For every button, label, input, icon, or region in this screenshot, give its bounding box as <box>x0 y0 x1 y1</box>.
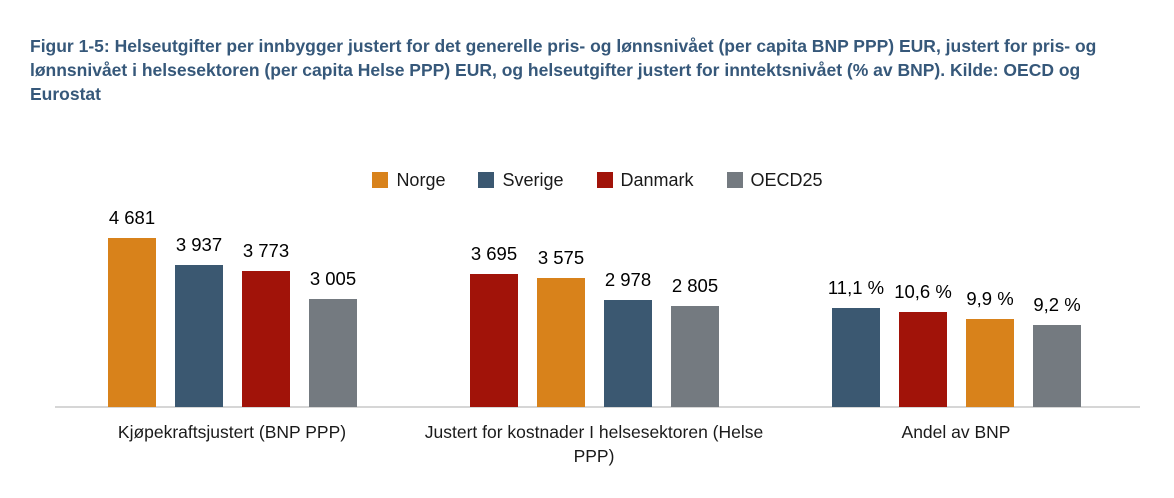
bar-value-label: 9,2 % <box>1033 294 1081 315</box>
bar-norge <box>108 238 156 407</box>
chart-legend: Norge Sverige Danmark OECD25 <box>55 169 1140 191</box>
legend-swatch-icon <box>726 172 743 188</box>
bar-value-label: 11,1 % <box>827 277 885 298</box>
category-label-2: Justert for kostnader I helsesektoren (H… <box>424 422 764 466</box>
bar-group-3: 11,1 % 10,6 % 9,9 % 9,2 % <box>828 278 1081 407</box>
legend-label: Danmark <box>620 169 694 190</box>
legend-item-sverige: Sverige <box>478 169 564 191</box>
bar-sverige <box>604 300 652 407</box>
legend-label: Norge <box>396 169 446 190</box>
bar-value-label: 3 575 <box>537 247 585 268</box>
bar-wrap-danmark: 3 773 <box>242 241 290 407</box>
bar-wrap-sverige: 11,1 % <box>828 278 884 407</box>
bar-wrap-norge: 4 681 <box>108 208 156 407</box>
legend-swatch-icon <box>478 172 495 188</box>
legend-swatch-icon <box>596 172 613 188</box>
bar-wrap-danmark: 10,6 % <box>894 282 952 407</box>
bar-wrap-norge: 3 575 <box>537 248 585 407</box>
bar-oecd25 <box>309 299 357 407</box>
bar-value-label: 2 978 <box>604 269 652 290</box>
bar-danmark <box>899 312 947 407</box>
bar-oecd25 <box>671 306 719 407</box>
bar-value-label: 2 805 <box>671 275 719 296</box>
bar-sverige <box>832 308 880 407</box>
bar-wrap-danmark: 3 695 <box>470 244 518 407</box>
bar-norge <box>537 278 585 407</box>
x-axis-baseline <box>55 406 1140 408</box>
bar-value-label: 3 937 <box>175 234 223 255</box>
bar-group-2: 3 695 3 575 2 978 2 805 <box>470 244 719 407</box>
legend-label: OECD25 <box>750 169 823 190</box>
bar-wrap-sverige: 2 978 <box>604 270 652 407</box>
bar-danmark <box>470 274 518 407</box>
bar-value-label: 3 005 <box>309 268 357 289</box>
legend-label: Sverige <box>502 169 564 190</box>
bar-value-label: 10,6 % <box>894 281 952 302</box>
bar-group-1: 4 681 3 937 3 773 3 005 <box>108 208 357 407</box>
figure-title: Figur 1-5: Helseutgifter per innbygger j… <box>30 36 1097 104</box>
bar-wrap-norge: 9,9 % <box>966 289 1014 407</box>
bar-oecd25 <box>1033 325 1081 407</box>
plot-area: 4 681 3 937 3 773 3 005 3 695 3 575 2 978 2 805… <box>0 187 1174 408</box>
bar-value-label: 3 695 <box>470 243 518 264</box>
category-label-3: Andel av BNP <box>901 422 1011 442</box>
bar-wrap-oecd25: 3 005 <box>309 269 357 407</box>
bar-wrap-sverige: 3 937 <box>175 235 223 407</box>
bar-danmark <box>242 271 290 407</box>
bar-value-label: 9,9 % <box>966 288 1014 309</box>
bar-value-label: 4 681 <box>108 207 156 228</box>
bar-wrap-oecd25: 9,2 % <box>1033 295 1081 407</box>
bar-norge <box>966 319 1014 407</box>
category-label-1: Kjøpekraftsjustert (BNP PPP) <box>117 422 347 442</box>
bar-wrap-oecd25: 2 805 <box>671 276 719 407</box>
legend-item-oecd25: OECD25 <box>726 169 823 191</box>
bar-sverige <box>175 265 223 407</box>
bar-value-label: 3 773 <box>242 240 290 261</box>
legend-swatch-icon <box>372 172 389 188</box>
legend-item-danmark: Danmark <box>596 169 694 191</box>
legend-item-norge: Norge <box>372 170 445 191</box>
